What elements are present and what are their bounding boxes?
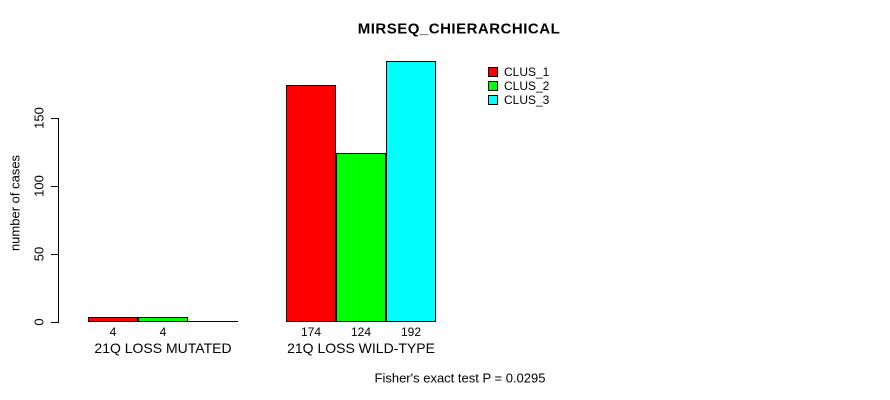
y-tick-label-150: 150: [31, 107, 47, 129]
bar-clus_2-group2: [336, 153, 386, 322]
legend-item-clus_2: CLUS_2: [488, 79, 549, 93]
y-tick-label-0: 0: [31, 318, 47, 326]
bar-clus_1-group1: [88, 317, 138, 322]
legend-swatch-clus_1: [488, 67, 498, 77]
y-tick-label-100: 100: [31, 175, 47, 197]
legend-item-clus_3: CLUS_3: [488, 93, 549, 107]
y-axis-line: [58, 118, 59, 323]
legend-item-clus_1: CLUS_1: [488, 65, 549, 79]
y-axis-label: number of cases: [7, 154, 23, 252]
y-tick-mark-0: [51, 322, 58, 323]
x-category-label-group2: 21Q LOSS WILD-TYPE: [287, 340, 435, 356]
bar-value-label-clus_1-group2: 174: [300, 325, 322, 339]
y-tick-label-50: 50: [31, 246, 47, 262]
bar-clus_3-group1-zero: [188, 321, 238, 322]
bar-value-label-clus_3-group2: 192: [400, 325, 422, 339]
bar-clus_2-group1: [138, 317, 188, 322]
bar-clus_3-group2: [386, 61, 436, 322]
bar-clus_1-group2: [286, 85, 336, 322]
legend-swatch-clus_3: [488, 95, 498, 105]
y-tick-mark-50: [51, 254, 58, 255]
y-tick-mark-150: [51, 118, 58, 119]
legend-label-clus_1: CLUS_1: [504, 65, 550, 79]
bar-value-label-clus_2-group1: 4: [159, 325, 167, 339]
legend-label-clus_3: CLUS_3: [504, 93, 550, 107]
legend-swatch-clus_2: [488, 81, 498, 91]
legend: CLUS_1 CLUS_2 CLUS_3: [488, 65, 549, 107]
y-tick-mark-100: [51, 186, 58, 187]
bar-value-label-clus_1-group1: 4: [109, 325, 117, 339]
x-category-label-group1: 21Q LOSS MUTATED: [94, 340, 232, 356]
annotation-fisher-test: Fisher's exact test P = 0.0295: [374, 370, 546, 386]
bar-value-label-clus_2-group2: 124: [350, 325, 372, 339]
legend-label-clus_2: CLUS_2: [504, 79, 550, 93]
chart-title: MIRSEQ_CHIERARCHICAL: [357, 20, 561, 38]
